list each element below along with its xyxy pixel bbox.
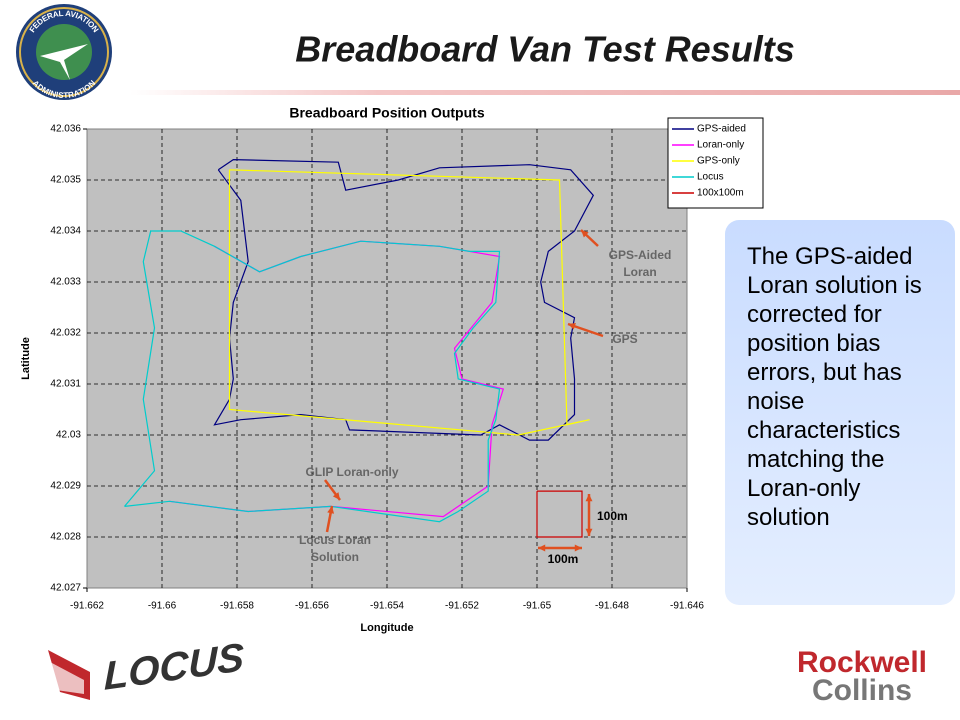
y-tick-label: 42.036 xyxy=(50,124,81,135)
y-tick-label: 42.027 xyxy=(50,583,81,594)
x-tick-label: -91.662 xyxy=(70,601,104,612)
y-tick-label: 42.028 xyxy=(50,532,81,543)
chart-title: Breadboard Position Outputs xyxy=(289,105,484,121)
logo-text: LOCUS xyxy=(104,634,244,698)
faa-seal: FEDERAL AVIATION ADMINISTRATION xyxy=(16,4,112,100)
x-tick-label: -91.658 xyxy=(220,601,254,612)
locus-logo: LOCUS xyxy=(48,634,244,700)
annotation: GLIP Loran-only xyxy=(305,465,398,479)
sidebar: The GPS-aided Loran solution is correcte… xyxy=(725,220,955,605)
arrow-head xyxy=(581,230,589,238)
arrow-head xyxy=(568,323,576,330)
x-axis-label: Longitude xyxy=(360,622,413,634)
x-tick-label: -91.646 xyxy=(670,601,704,612)
title-rule xyxy=(130,90,960,95)
y-tick-label: 42.032 xyxy=(50,328,81,339)
y-tick-label: 42.03 xyxy=(56,430,81,441)
annotation: 100m xyxy=(548,552,579,566)
annotation: Loran xyxy=(623,265,656,279)
series-line xyxy=(536,490,583,538)
arrow-head xyxy=(574,544,582,552)
x-tick-label: -91.652 xyxy=(445,601,479,612)
x-tick-label: -91.654 xyxy=(370,601,404,612)
legend-label: 100x100m xyxy=(697,188,744,199)
y-tick-label: 42.033 xyxy=(50,277,81,288)
y-tick-label: 42.035 xyxy=(50,175,81,186)
x-tick-label: -91.656 xyxy=(295,601,329,612)
arrow-head xyxy=(538,544,546,552)
arrow-head xyxy=(327,506,335,514)
y-tick-label: 42.031 xyxy=(50,379,81,390)
x-tick-label: -91.65 xyxy=(523,601,552,612)
arrow-head xyxy=(585,494,593,502)
legend-label: GPS-only xyxy=(697,156,740,167)
x-tick-label: -91.66 xyxy=(148,601,177,612)
logo-text: Collins xyxy=(812,674,912,707)
y-axis-label: Latitude xyxy=(20,337,32,380)
series-line xyxy=(124,230,501,523)
annotation: Locus Loran xyxy=(299,533,371,547)
annotation: 100m xyxy=(597,509,628,523)
series-line xyxy=(228,169,590,436)
legend-label: Loran-only xyxy=(697,140,744,151)
annotation: Solution xyxy=(311,550,359,564)
legend-label: Locus xyxy=(697,172,724,183)
arrow-head xyxy=(332,492,340,500)
series-line xyxy=(213,158,595,441)
y-tick-label: 42.029 xyxy=(50,481,81,492)
slide-title: Breadboard Van Test Results xyxy=(295,29,794,70)
x-tick-label: -91.648 xyxy=(595,601,629,612)
y-tick-label: 42.034 xyxy=(50,226,81,237)
logo-text: Rockwell xyxy=(797,646,927,679)
annotation: GPS xyxy=(612,332,637,346)
arrow-head xyxy=(585,528,593,536)
annotation: GPS-Aided xyxy=(609,248,672,262)
legend-label: GPS-aided xyxy=(697,124,746,135)
